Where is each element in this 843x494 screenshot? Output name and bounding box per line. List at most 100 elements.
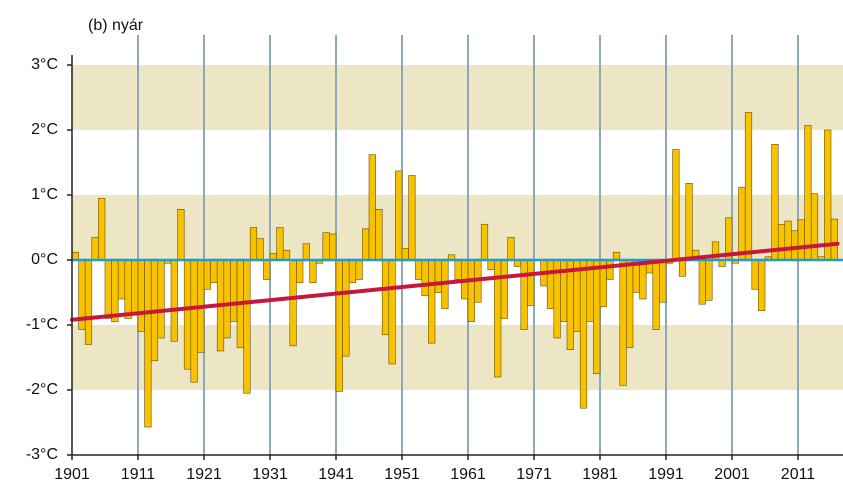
x-tick-label: 1981 [582, 466, 618, 483]
bar [744, 112, 753, 261]
bar [824, 129, 832, 261]
bar [190, 259, 198, 383]
bar [137, 259, 145, 332]
bar [659, 259, 667, 303]
bar [98, 197, 106, 261]
bar [170, 259, 178, 342]
bar [619, 259, 627, 386]
bar [289, 259, 297, 347]
x-tick-label: 1941 [318, 466, 354, 483]
x-tick-label: 1951 [384, 466, 420, 483]
bar [414, 259, 423, 280]
bar [177, 209, 185, 261]
bar [131, 259, 139, 316]
bar [830, 218, 838, 261]
bar [276, 227, 284, 261]
bar [810, 193, 819, 261]
bar [738, 186, 746, 261]
x-tick-label: 1991 [648, 466, 684, 483]
bar [329, 233, 337, 261]
bar [111, 259, 119, 323]
x-tick-label: 1901 [54, 466, 90, 483]
bar [296, 259, 304, 284]
bar [282, 249, 291, 261]
bar [401, 248, 409, 261]
bar [777, 223, 786, 261]
bar [375, 209, 383, 261]
bar [157, 259, 165, 339]
bar [685, 183, 693, 261]
bar [434, 259, 442, 293]
bar [487, 259, 495, 271]
y-tick-label: 0°C [31, 251, 58, 268]
bar [758, 259, 766, 312]
bar [223, 259, 231, 339]
bar [104, 259, 112, 319]
bar [579, 259, 588, 409]
bar [527, 259, 535, 306]
bar [408, 175, 416, 261]
y-tick-label: 1°C [31, 186, 58, 203]
bar [368, 154, 376, 261]
bar [348, 259, 357, 284]
bar [566, 259, 574, 350]
x-tick-label: 2001 [714, 466, 750, 483]
bar [467, 259, 475, 323]
bar [381, 259, 390, 336]
bar [546, 259, 555, 310]
x-tick-label: 1931 [252, 466, 288, 483]
bar [210, 259, 218, 284]
bar [705, 259, 713, 301]
bar [791, 230, 799, 261]
bar [652, 259, 660, 330]
bar [124, 259, 132, 319]
bar [322, 232, 330, 261]
y-tick-label: 2°C [31, 121, 58, 138]
bar [342, 259, 350, 357]
y-tick-label: -1°C [26, 316, 58, 333]
bar [751, 259, 759, 290]
bar [520, 259, 528, 330]
bar [421, 259, 429, 297]
x-tick-label: 1971 [516, 466, 552, 483]
bar [480, 223, 489, 261]
bar [626, 259, 634, 349]
bar [256, 238, 264, 261]
trend-line [70, 241, 840, 322]
bar [144, 259, 152, 428]
x-tick-label: 2011 [781, 466, 816, 483]
bar [91, 236, 99, 261]
band [72, 65, 843, 130]
bar [784, 220, 792, 261]
x-tick-label: 1921 [186, 466, 222, 483]
bar [395, 170, 403, 261]
bar [302, 243, 310, 261]
bar [362, 228, 370, 261]
bar [309, 259, 317, 284]
bar [230, 259, 238, 323]
bar [428, 259, 436, 344]
bar [593, 259, 601, 375]
y-tick-label: -3°C [26, 446, 58, 463]
bar [263, 259, 271, 280]
bar [639, 259, 647, 300]
bar [771, 144, 779, 261]
y-tick-label: -2°C [26, 381, 58, 398]
bar [606, 259, 614, 280]
bar [678, 259, 687, 277]
y-tick-label: 3°C [31, 56, 58, 73]
bar [335, 259, 343, 392]
bar [243, 259, 251, 394]
bar [797, 219, 805, 261]
bar [500, 259, 508, 319]
bar [672, 149, 680, 261]
bar [698, 259, 706, 305]
bar [454, 259, 462, 280]
bar [117, 259, 126, 300]
bar [388, 259, 396, 365]
bar [804, 125, 812, 261]
bar [183, 259, 192, 370]
bar [249, 227, 258, 261]
bar [355, 259, 363, 280]
